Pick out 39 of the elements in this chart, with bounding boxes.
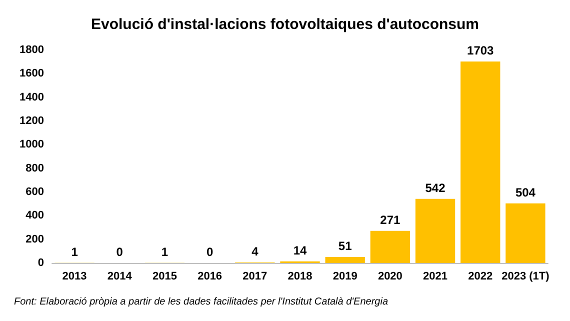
data-label: 271 bbox=[380, 212, 401, 227]
x-tick-label: 2020 bbox=[378, 270, 402, 282]
y-tick-label: 1800 bbox=[20, 44, 44, 56]
data-label: 542 bbox=[425, 180, 446, 195]
data-label: 4 bbox=[252, 244, 259, 259]
y-tick-label: 400 bbox=[26, 210, 44, 222]
x-tick-label: 2023 (1T) bbox=[502, 270, 550, 282]
y-tick-label: 200 bbox=[26, 233, 44, 246]
x-tick-label: 2022 bbox=[468, 270, 493, 282]
data-label: 51 bbox=[338, 238, 352, 253]
y-tick-label: 600 bbox=[26, 186, 44, 198]
bar bbox=[325, 256, 365, 263]
data-label: 0 bbox=[206, 245, 214, 259]
y-tick-label: 1600 bbox=[20, 68, 44, 80]
x-tick-label: 2018 bbox=[288, 270, 312, 282]
x-tick-label: 2015 bbox=[152, 270, 177, 282]
data-label: 1 bbox=[161, 244, 168, 259]
data-label: 14 bbox=[293, 243, 307, 258]
x-tick-label: 2021 bbox=[423, 270, 448, 282]
bar bbox=[460, 61, 500, 263]
data-label: 1703 bbox=[467, 43, 494, 58]
y-tick-label: 1000 bbox=[20, 138, 44, 151]
bar bbox=[506, 203, 546, 263]
y-tick-label: 800 bbox=[26, 162, 44, 174]
x-tick-label: 2014 bbox=[107, 270, 133, 282]
y-tick-label: 1200 bbox=[20, 115, 44, 127]
data-label: 504 bbox=[515, 185, 536, 200]
x-tick-label: 2013 bbox=[62, 270, 87, 282]
bar bbox=[415, 198, 456, 263]
y-tick-label: 0 bbox=[38, 257, 44, 269]
x-tick-label: 2019 bbox=[332, 270, 358, 282]
x-tick-label: 2017 bbox=[242, 270, 268, 282]
x-tick-label: 2016 bbox=[198, 270, 222, 282]
text: Font: Elaboració pròpia a partir de les dades facilitades per l'Institut Català d'Energia bbox=[14, 296, 388, 308]
chart-title: Evolució d'instal·lacions fotovoltaiques d'autoconsum bbox=[90, 16, 480, 33]
data-label: 1 bbox=[71, 244, 78, 259]
data-label: 0 bbox=[116, 245, 124, 259]
bar bbox=[370, 230, 410, 263]
y-tick-label: 1400 bbox=[20, 91, 44, 104]
